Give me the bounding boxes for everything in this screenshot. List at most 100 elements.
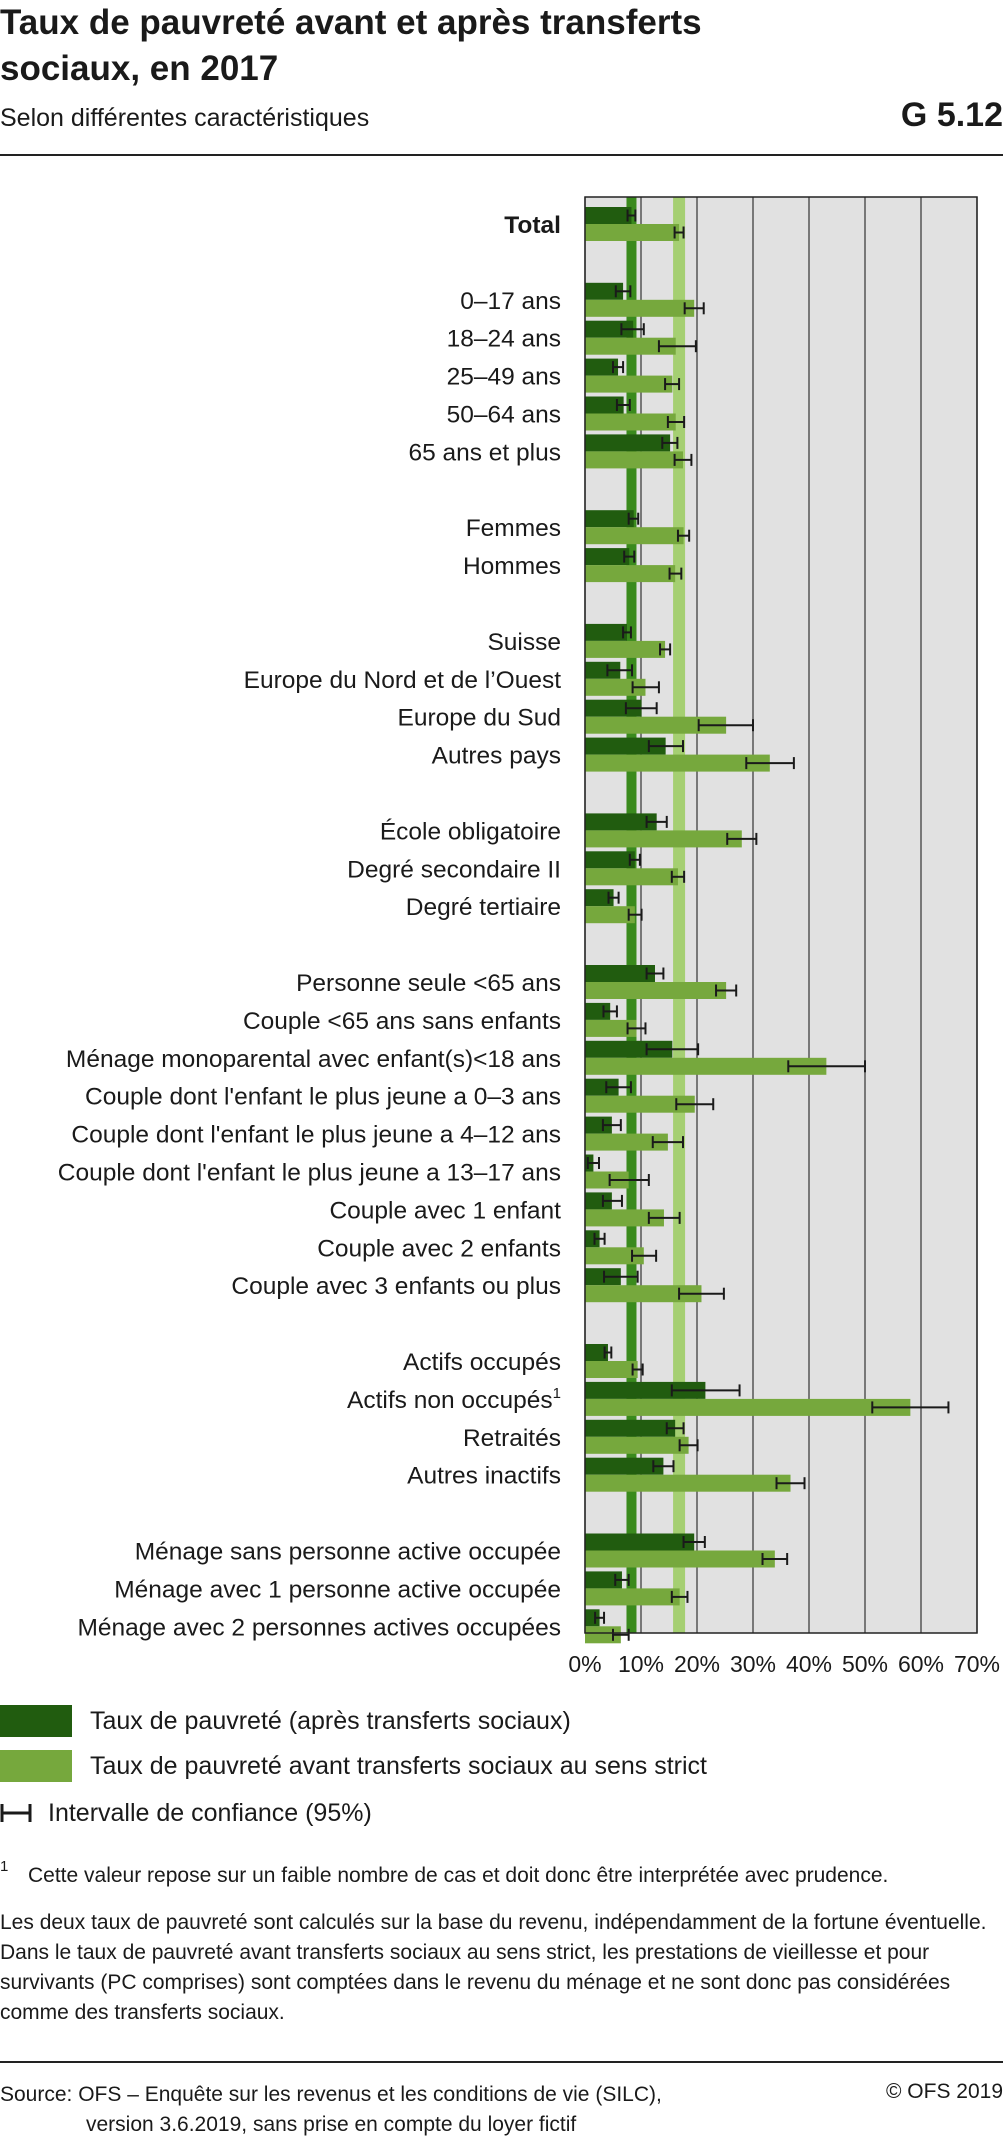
bar-after <box>585 510 634 528</box>
bar-after <box>585 548 630 566</box>
bar-after <box>585 396 624 414</box>
bar-before <box>585 1285 702 1303</box>
bar-after <box>585 813 657 831</box>
category-label: Actifs non occupés1 <box>347 1385 561 1414</box>
bar-before <box>585 1057 827 1075</box>
x-tick-label: 60% <box>898 1651 944 1677</box>
category-label: Couple avec 2 enfants <box>317 1235 561 1262</box>
category-label: Hommes <box>463 553 561 580</box>
bar-before <box>585 1550 775 1568</box>
bar-before <box>585 1171 629 1189</box>
bar-before <box>585 1095 695 1113</box>
legend-swatch-before <box>0 1750 72 1782</box>
category-label: Couple avec 1 enfant <box>329 1197 561 1224</box>
category-label: Ménage monoparental avec enfant(s)<18 an… <box>66 1046 561 1073</box>
bar-before <box>585 1361 638 1378</box>
bar-after <box>585 1040 673 1058</box>
bar-before <box>585 906 635 924</box>
x-tick-label: 50% <box>842 1651 888 1677</box>
bar-after <box>585 282 624 300</box>
footnote-mark: 1 <box>0 1858 9 1875</box>
bar-before <box>585 640 666 658</box>
bar-before <box>585 982 727 999</box>
x-tick-label: 20% <box>674 1651 720 1677</box>
copyright: © OFS 2019 <box>885 2080 1003 2103</box>
category-label: Europe du Sud <box>398 705 561 732</box>
category-label: 18–24 ans <box>447 326 561 353</box>
category-label: Couple dont l'enfant le plus jeune a 0–3… <box>85 1084 561 1111</box>
category-label: Degré tertiaire <box>406 894 561 921</box>
bar-chart: Total 0–17 ans 18–24 ans 25–49 ans 50–64 ans… <box>58 196 1000 1677</box>
bar-before <box>585 527 684 545</box>
category-label: Actifs occupés <box>403 1349 561 1376</box>
bar-after <box>585 1078 619 1096</box>
legend-swatch-after <box>0 1705 72 1737</box>
category-label: Ménage avec 1 personne active occupée <box>114 1576 561 1603</box>
legend-label-after: Taux de pauvreté (après transferts socia… <box>90 1707 571 1735</box>
category-label: Retraités <box>463 1425 561 1452</box>
bar-after <box>585 1457 664 1475</box>
bar-before <box>585 716 727 734</box>
bar-after <box>585 434 671 452</box>
category-label: 0–17 ans <box>460 288 561 315</box>
legend-item-ci: Intervalle de confiance (95%) <box>0 1797 700 1831</box>
chart-code: G 5.12 <box>900 96 1003 134</box>
bar-after <box>585 889 614 907</box>
category-label: Degré secondaire II <box>347 856 561 883</box>
bar-after <box>585 661 621 679</box>
category-label: École obligatoire <box>380 818 561 845</box>
x-tick-label: 0% <box>568 1651 601 1677</box>
bar-before <box>585 1247 644 1265</box>
bar-before <box>585 1436 689 1454</box>
bar-before <box>585 1474 791 1492</box>
bar-after <box>585 207 632 224</box>
bar-before <box>585 1133 668 1151</box>
x-tick-label: 40% <box>786 1651 832 1677</box>
x-tick-label: 70% <box>954 1651 1000 1677</box>
chart-title: Taux de pauvreté avant et après transfer… <box>0 3 702 88</box>
category-label: 25–49 ans <box>447 364 561 391</box>
bar-before <box>585 375 673 393</box>
bar-after <box>585 1192 612 1210</box>
bar-before <box>585 299 695 317</box>
x-tick-label: 30% <box>730 1651 776 1677</box>
bar-after <box>585 1344 608 1361</box>
bar-after <box>585 737 666 755</box>
legend-item-after: Taux de pauvreté (après transferts socia… <box>0 1705 700 1739</box>
category-label: Couple avec 3 enfants ou plus <box>231 1273 561 1300</box>
bar-after <box>585 1230 600 1248</box>
bar-after <box>585 1419 676 1437</box>
bar-after <box>585 1533 695 1551</box>
source: Source: OFS – Enquête sur les revenus et… <box>0 2080 662 2140</box>
footer-rule <box>0 2061 1003 2063</box>
bar-before <box>585 1398 911 1416</box>
category-label: Couple dont l'enfant le plus jeune a 13–… <box>58 1160 561 1187</box>
plot-frame <box>584 196 978 1634</box>
bar-before <box>585 830 742 848</box>
source-line-1: Source: OFS – Enquête sur les revenus et… <box>0 2083 662 2106</box>
category-label: Ménage avec 2 personnes actives occupées <box>78 1614 562 1641</box>
bar-after <box>585 965 655 982</box>
confidence-interval-icon <box>0 1804 32 1822</box>
header-rule <box>0 154 1003 156</box>
bar-before <box>585 678 646 696</box>
legend-label-before: Taux de pauvreté avant transferts sociau… <box>90 1752 707 1780</box>
bar-after <box>585 699 642 717</box>
category-label: Europe du Nord et de l’Ouest <box>244 667 562 694</box>
bar-before <box>585 1019 637 1037</box>
bar-before <box>585 413 676 431</box>
legend-item-before: Taux de pauvreté avant transferts sociau… <box>0 1750 707 1784</box>
category-label: 50–64 ans <box>447 402 561 429</box>
legend-label-ci: Intervalle de confiance (95%) <box>48 1799 372 1827</box>
bar-after <box>585 1571 622 1589</box>
bar-before <box>585 1626 621 1644</box>
reference-line-before-total <box>673 197 686 1633</box>
chart-subtitle: Selon différentes caractéristiques <box>0 104 370 132</box>
category-label: Personne seule <65 ans <box>296 970 561 997</box>
category-label: Autres pays <box>432 743 561 770</box>
category-label: Couple <65 ans sans enfants <box>243 1008 561 1035</box>
bar-before <box>585 337 676 355</box>
x-tick-label: 10% <box>618 1651 664 1677</box>
category-label: Femmes <box>466 515 561 542</box>
category-label: Total <box>504 212 561 239</box>
